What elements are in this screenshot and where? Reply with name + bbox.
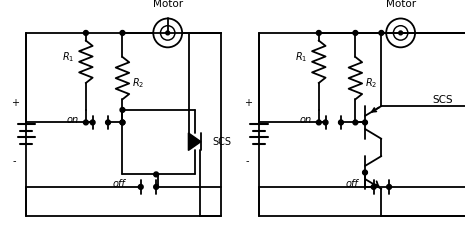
Polygon shape	[188, 133, 201, 150]
Circle shape	[90, 120, 95, 125]
Circle shape	[371, 185, 376, 189]
Circle shape	[120, 120, 125, 125]
Text: on: on	[300, 114, 312, 125]
Text: $R_1$: $R_1$	[295, 50, 308, 64]
Circle shape	[379, 30, 384, 35]
Text: +: +	[10, 98, 18, 108]
Circle shape	[353, 30, 358, 35]
Circle shape	[138, 185, 143, 189]
Circle shape	[363, 120, 367, 125]
Text: $R_2$: $R_2$	[365, 76, 377, 90]
Circle shape	[154, 172, 159, 177]
Circle shape	[323, 120, 328, 125]
Text: off: off	[346, 179, 358, 189]
Text: +: +	[244, 98, 252, 108]
Circle shape	[120, 120, 125, 125]
Text: $R_1$: $R_1$	[63, 50, 75, 64]
Circle shape	[317, 30, 321, 35]
Text: -: -	[13, 156, 17, 166]
Circle shape	[317, 120, 321, 125]
Circle shape	[387, 185, 392, 189]
Text: SCS: SCS	[432, 95, 453, 105]
Text: off: off	[113, 179, 125, 189]
Text: $R_2$: $R_2$	[132, 76, 144, 90]
Text: SCS: SCS	[212, 137, 231, 147]
Circle shape	[363, 170, 367, 175]
Circle shape	[166, 31, 170, 35]
Text: on: on	[67, 114, 79, 125]
Circle shape	[154, 185, 159, 189]
Circle shape	[353, 120, 358, 125]
Circle shape	[120, 30, 125, 35]
Text: -: -	[246, 156, 249, 166]
Circle shape	[83, 120, 88, 125]
Text: Motor: Motor	[153, 0, 183, 9]
Circle shape	[120, 108, 125, 112]
Circle shape	[83, 30, 88, 35]
Circle shape	[399, 31, 402, 35]
Circle shape	[338, 120, 343, 125]
Circle shape	[106, 120, 110, 125]
Text: Motor: Motor	[385, 0, 416, 9]
